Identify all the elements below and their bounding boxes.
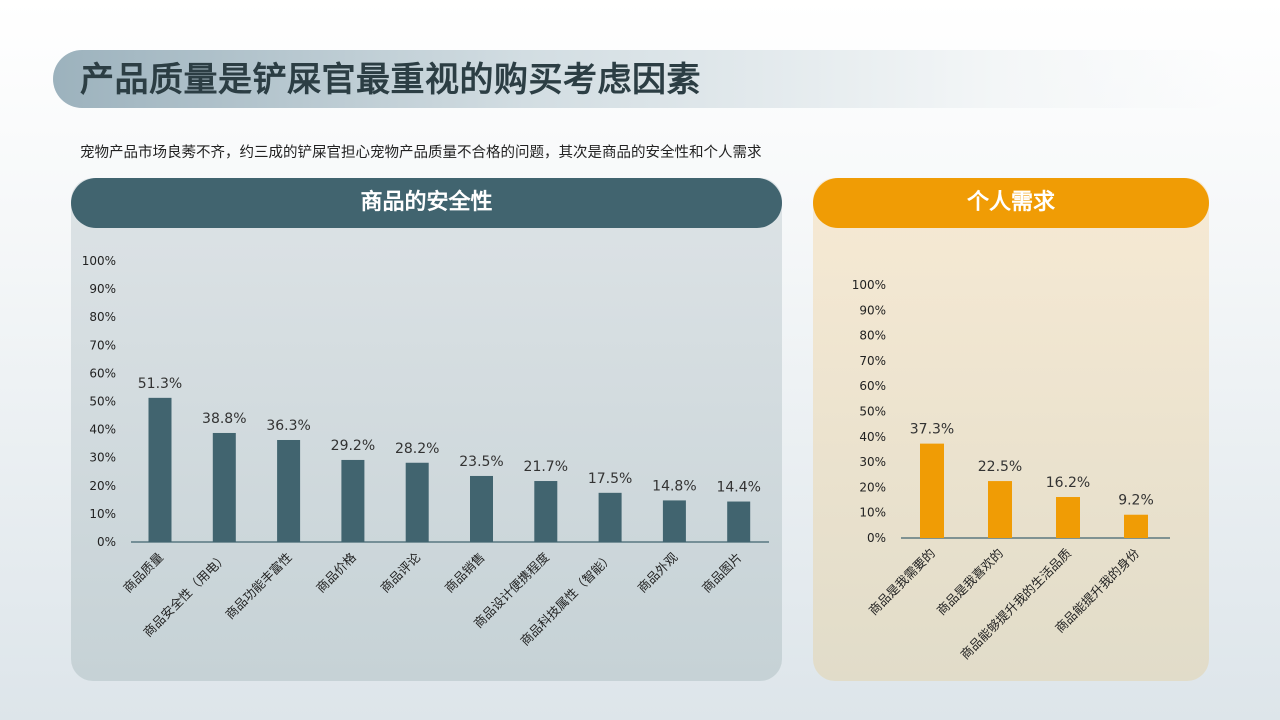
safety-data-label: 17.5% <box>588 471 632 487</box>
needs-category-label: 商品能够提升我的生活品质 <box>957 546 1074 663</box>
needs-bar <box>1124 514 1148 538</box>
safety-data-label: 23.5% <box>459 454 503 470</box>
needs-ytick-label: 70% <box>859 354 886 368</box>
needs-ytick-label: 10% <box>859 506 886 520</box>
personal-needs-panel-header: 个人需求 <box>813 178 1209 228</box>
needs-ytick-label: 40% <box>859 430 886 444</box>
page-title: 产品质量是铲屎官最重视的购买考虑因素 <box>80 60 701 100</box>
needs-category-label: 商品是我需要的 <box>866 546 938 618</box>
safety-category-label: 商品销售 <box>442 550 488 596</box>
page-subtitle: 宠物产品市场良莠不齐，约三成的铲屎官担心宠物产品质量不合格的问题，其次是商品的安… <box>80 145 762 161</box>
title-bar <box>53 50 1233 108</box>
safety-data-label: 29.2% <box>331 438 375 454</box>
safety-data-label: 14.4% <box>716 480 760 496</box>
needs-bar <box>920 443 944 538</box>
safety-bar <box>212 432 236 542</box>
needs-data-label: 37.3% <box>910 422 954 438</box>
safety-panel-header: 商品的安全性 <box>71 178 782 228</box>
needs-ytick-label: 20% <box>859 480 886 494</box>
needs-data-label: 22.5% <box>978 459 1022 475</box>
safety-data-label: 28.2% <box>395 441 439 457</box>
needs-ytick-label: 60% <box>859 379 886 393</box>
safety-ytick-label: 90% <box>89 282 116 296</box>
safety-ytick-label: 50% <box>89 395 116 409</box>
needs-bar <box>988 481 1012 538</box>
needs-data-label: 9.2% <box>1118 493 1154 509</box>
safety-ytick-label: 100% <box>82 254 116 268</box>
safety-ytick-label: 60% <box>89 366 116 380</box>
needs-bar <box>1056 497 1080 538</box>
safety-bar-chart: 0% 10% 20% 30% 40% 50% 60% 70% 80% 90% 100% 51.3% 商品… <box>82 254 769 649</box>
personal-needs-panel: 个人需求 0% 10% 20% 30% 40% 50% 60% 70% 80% 90% 100% 37… <box>813 178 1209 681</box>
safety-bar <box>662 500 686 542</box>
safety-data-label: 51.3% <box>138 376 182 392</box>
safety-category-label: 商品价格 <box>313 549 359 595</box>
safety-ytick-label: 10% <box>89 507 116 521</box>
personal-needs-bar-chart: 0% 10% 20% 30% 40% 50% 60% 70% 80% 90% 100% 37.3% 商品… <box>852 278 1170 663</box>
safety-category-label: 商品功能丰富性 <box>222 550 294 622</box>
safety-bar <box>598 492 622 542</box>
safety-bar <box>405 462 429 542</box>
needs-ytick-label: 80% <box>859 329 886 343</box>
needs-ytick-label: 50% <box>859 405 886 419</box>
safety-bar <box>341 459 365 542</box>
needs-data-label: 16.2% <box>1046 475 1090 491</box>
safety-bar <box>148 397 172 542</box>
safety-bar <box>727 501 751 542</box>
safety-bar <box>534 481 558 542</box>
safety-category-label: 商品外观 <box>635 549 681 595</box>
safety-ytick-label: 40% <box>89 423 116 437</box>
needs-category-label: 商品是我喜欢的 <box>934 546 1006 618</box>
safety-data-label: 14.8% <box>652 478 696 494</box>
safety-ytick-label: 0% <box>97 535 116 549</box>
needs-ytick-label: 90% <box>859 303 886 317</box>
safety-data-label: 36.3% <box>266 418 310 434</box>
needs-ytick-label: 30% <box>859 455 886 469</box>
safety-category-label: 商品评论 <box>377 549 423 595</box>
safety-ytick-label: 80% <box>89 310 116 324</box>
safety-category-label: 商品图片 <box>699 550 745 596</box>
needs-ytick-label: 0% <box>867 531 886 545</box>
safety-data-label: 21.7% <box>524 459 568 475</box>
safety-category-label: 商品质量 <box>120 550 166 596</box>
safety-bar <box>277 439 301 542</box>
safety-data-label: 38.8% <box>202 411 246 427</box>
safety-ytick-label: 20% <box>89 479 116 493</box>
safety-bar <box>470 475 493 542</box>
needs-ytick-label: 100% <box>852 278 886 292</box>
safety-panel: 商品的安全性 0% 10% 20% 30% 40% 50% 60% 70% 80% 90% 100%… <box>71 178 782 681</box>
safety-ytick-label: 30% <box>89 451 116 465</box>
safety-ytick-label: 70% <box>89 338 116 352</box>
